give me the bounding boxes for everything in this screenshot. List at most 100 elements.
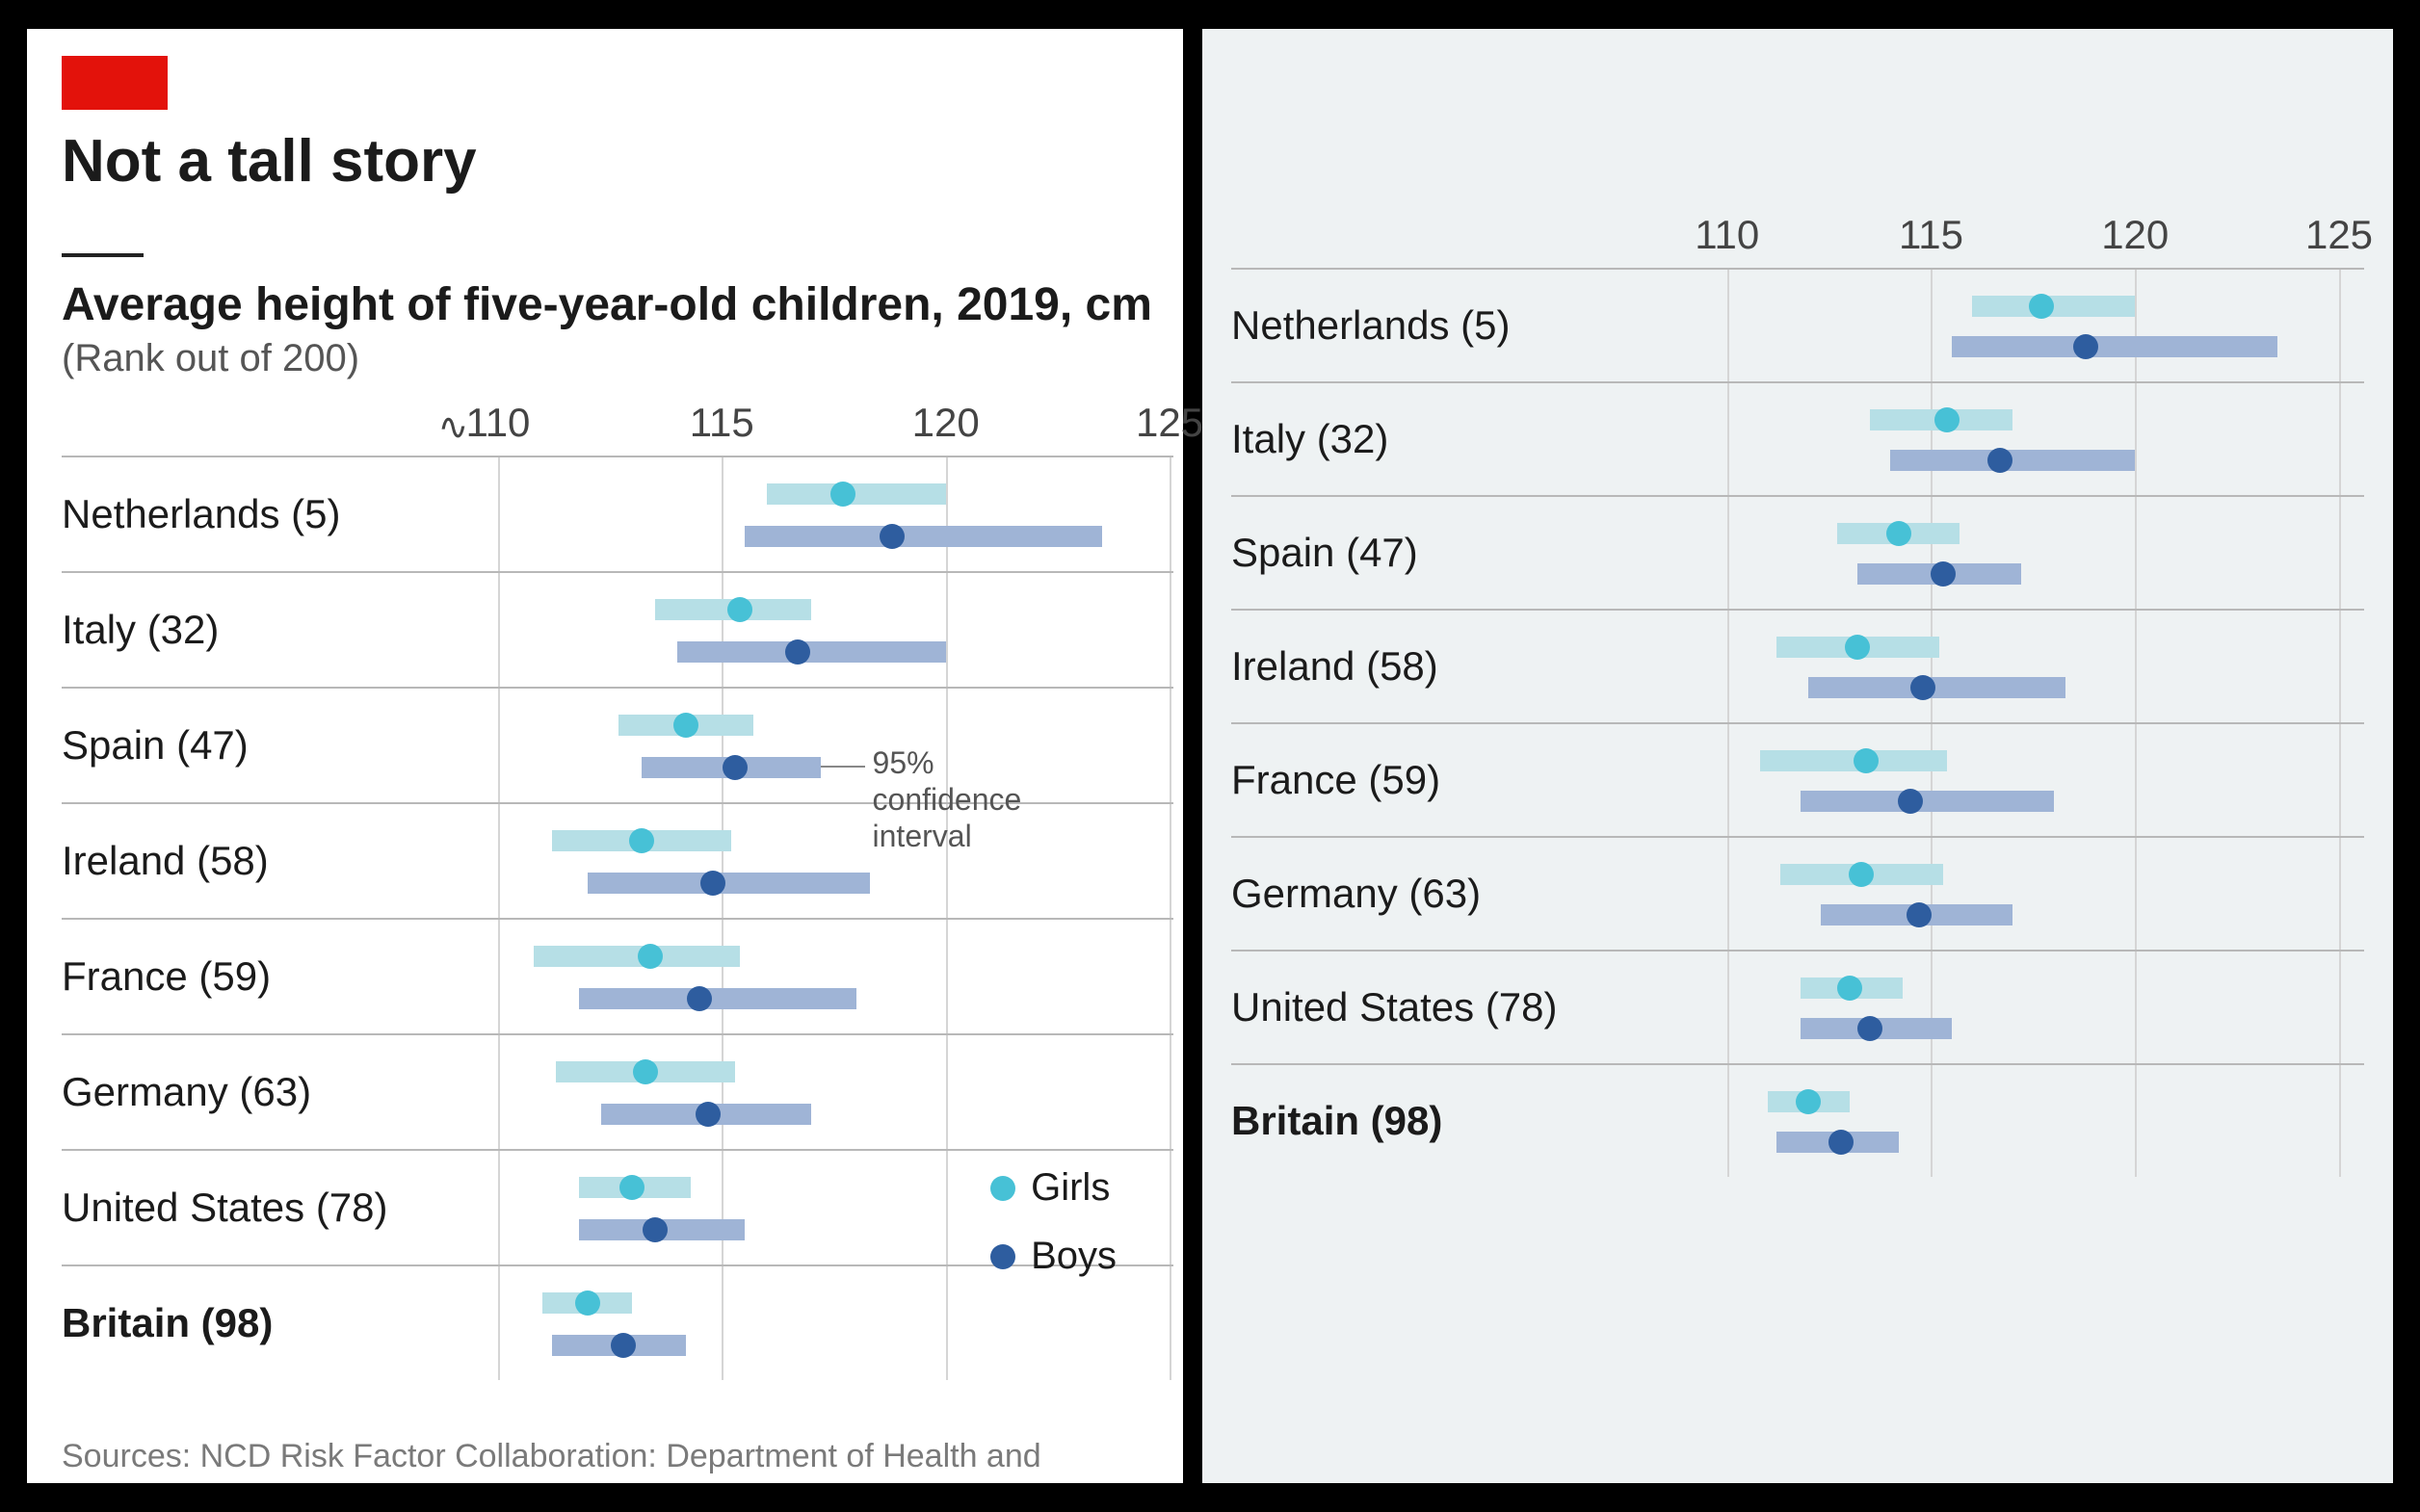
- girls-dot: [1845, 635, 1870, 660]
- gridline: [722, 1151, 723, 1264]
- girls-dot: [629, 828, 654, 853]
- gridline: [722, 920, 723, 1033]
- legend-girls-label: Girls: [1031, 1166, 1110, 1210]
- ci-annotation-line: confidence: [873, 781, 1022, 818]
- gridline: [2339, 611, 2341, 722]
- gridline: [1170, 457, 1171, 571]
- tick-label: 110: [465, 400, 530, 446]
- row-label: Spain (47): [1231, 530, 1418, 576]
- boys-dot: [1828, 1130, 1854, 1155]
- boys-dot: [696, 1102, 721, 1127]
- legend: GirlsBoys: [990, 1166, 1117, 1303]
- gridline: [1170, 920, 1171, 1033]
- boys-dot: [700, 871, 725, 896]
- gridline: [2339, 952, 2341, 1063]
- gridline: [2339, 724, 2341, 836]
- gridline: [1170, 1151, 1171, 1264]
- tick-label: 110: [1695, 212, 1759, 258]
- chart-row: Britain (98): [1231, 1063, 2364, 1177]
- gridline: [2339, 383, 2341, 495]
- girls-dot: [1886, 521, 1911, 546]
- row-label: United States (78): [62, 1185, 388, 1231]
- row-label: Netherlands (5): [62, 491, 340, 537]
- gridline: [1931, 497, 1933, 609]
- gridline: [1727, 383, 1729, 495]
- girls-dot: [619, 1175, 644, 1200]
- row-label: United States (78): [1231, 984, 1558, 1030]
- gridline: [946, 457, 948, 571]
- girls-dot: [575, 1290, 600, 1316]
- gridline: [1170, 804, 1171, 918]
- boys-dot: [1898, 789, 1923, 814]
- right-panel: 110115120125Netherlands (5) Italy (32) Spa…: [1202, 29, 2393, 1483]
- boys-dot: [1907, 902, 1932, 927]
- tick-label: 125: [2305, 212, 2373, 258]
- boys-ci-band: [1808, 677, 2065, 698]
- gridline: [1727, 838, 1729, 950]
- gridline: [498, 457, 500, 571]
- gridline: [1931, 383, 1933, 495]
- gridline: [2135, 270, 2137, 381]
- tick-label: 115: [690, 400, 754, 446]
- row-label: Britain (98): [1231, 1098, 1442, 1144]
- gridline: [946, 1035, 948, 1149]
- gridline: [498, 804, 500, 918]
- boys-ci-band: [588, 873, 870, 894]
- gridline: [2339, 497, 2341, 609]
- girls-dot: [633, 1059, 658, 1084]
- gridline: [1170, 573, 1171, 687]
- stage: Not a tall story Average height of five-…: [0, 0, 2420, 1512]
- boys-dot: [1910, 675, 1935, 700]
- gridline: [1931, 952, 1933, 1063]
- row-label: Italy (32): [62, 607, 219, 653]
- chart-left: ∿110115120125Netherlands (5)Italy (32)Sp…: [62, 390, 1173, 1380]
- boys-dot: [1987, 448, 2012, 473]
- boys-ci-band: [579, 988, 856, 1009]
- row-label: Italy (32): [1231, 416, 1388, 462]
- boys-dot: [1931, 561, 1956, 587]
- gridline: [1931, 838, 1933, 950]
- gridline: [2135, 1065, 2137, 1177]
- tick-label: 125: [1136, 400, 1203, 446]
- girls-dot: [1796, 1089, 1821, 1114]
- ci-annotation-line: interval: [873, 818, 1022, 854]
- row-label: France (59): [1231, 757, 1440, 803]
- gridline: [946, 920, 948, 1033]
- tick-label: 120: [2101, 212, 2169, 258]
- chart-row: Germany (63): [62, 1033, 1173, 1149]
- chart-row: United States (78): [1231, 950, 2364, 1063]
- gridline: [946, 1151, 948, 1264]
- chart-row: Spain (47): [1231, 495, 2364, 609]
- row-label: Ireland (58): [1231, 643, 1438, 690]
- boys-dot: [723, 755, 748, 780]
- chart-row: Netherlands (5): [1231, 268, 2364, 381]
- boys-dot: [611, 1333, 636, 1358]
- chart-row: Italy (32): [1231, 381, 2364, 495]
- gridline: [722, 457, 723, 571]
- gridline: [946, 1266, 948, 1380]
- row-label: Spain (47): [62, 722, 249, 769]
- gridline: [946, 573, 948, 687]
- chart-row: France (59): [62, 918, 1173, 1033]
- boys-dot: [687, 986, 712, 1011]
- gridline: [498, 920, 500, 1033]
- gridline: [1170, 1266, 1171, 1380]
- chart-row: Germany (63): [1231, 836, 2364, 950]
- gridline: [2135, 838, 2137, 950]
- left-panel: Not a tall story Average height of five-…: [27, 29, 1183, 1483]
- girls-dot: [830, 482, 855, 507]
- row-label: Britain (98): [62, 1300, 273, 1346]
- chart-row: Netherlands (5): [62, 456, 1173, 571]
- girls-dot: [638, 944, 663, 969]
- gridline: [1727, 724, 1729, 836]
- girls-ci-band: [767, 483, 946, 505]
- boys-ci-band: [677, 641, 946, 663]
- gridline: [1931, 1065, 1933, 1177]
- axis-row: 110115120125: [1231, 202, 2364, 268]
- gridline: [1727, 497, 1729, 609]
- chart-row: France (59): [1231, 722, 2364, 836]
- chart-right: 110115120125Netherlands (5) Italy (32) Spa…: [1231, 202, 2364, 1177]
- boys-dot: [880, 524, 905, 549]
- gridline: [1931, 611, 1933, 722]
- girls-dot: [727, 597, 752, 622]
